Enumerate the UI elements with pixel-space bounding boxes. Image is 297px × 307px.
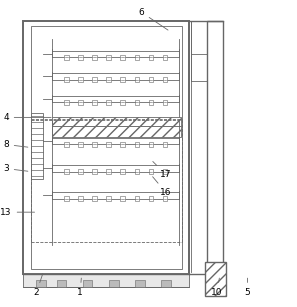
Bar	[106, 142, 111, 147]
Bar	[78, 77, 83, 82]
Bar	[92, 77, 97, 82]
Bar	[148, 169, 153, 174]
Bar	[109, 280, 119, 287]
Bar	[31, 113, 42, 179]
Text: 16: 16	[153, 177, 172, 197]
Bar	[121, 142, 125, 147]
Bar	[163, 55, 167, 60]
Text: 2: 2	[34, 274, 43, 297]
Bar	[135, 100, 139, 105]
Bar	[121, 169, 125, 174]
Bar	[92, 100, 97, 105]
Bar	[205, 262, 226, 297]
Bar	[135, 169, 139, 174]
Bar	[163, 100, 167, 105]
Bar	[106, 100, 111, 105]
Bar	[56, 280, 66, 287]
Bar	[64, 55, 69, 60]
Bar	[92, 196, 97, 201]
Bar	[106, 169, 111, 174]
Bar	[64, 77, 69, 82]
Bar	[163, 196, 167, 201]
Bar	[23, 273, 189, 287]
Bar	[148, 100, 153, 105]
Bar	[148, 55, 153, 60]
Text: 6: 6	[138, 8, 168, 30]
Text: 17: 17	[153, 161, 172, 179]
Bar	[31, 26, 182, 269]
Bar	[23, 21, 189, 274]
Bar	[163, 142, 167, 147]
Bar	[135, 142, 139, 147]
Bar	[163, 77, 167, 82]
Bar	[148, 77, 153, 82]
Bar	[92, 55, 97, 60]
Text: 8: 8	[3, 140, 28, 149]
Bar	[53, 117, 181, 126]
Bar	[53, 126, 181, 137]
Text: 5: 5	[245, 278, 250, 297]
Bar	[121, 55, 125, 60]
Bar	[78, 142, 83, 147]
Bar	[163, 169, 167, 174]
Bar	[92, 169, 97, 174]
Bar	[207, 21, 223, 274]
Text: 10: 10	[211, 278, 223, 297]
Bar	[106, 196, 111, 201]
Bar	[106, 55, 111, 60]
Text: 4: 4	[3, 113, 51, 122]
Bar	[36, 280, 46, 287]
Bar	[92, 142, 97, 147]
Bar	[161, 280, 171, 287]
Bar	[106, 77, 111, 82]
Bar	[64, 100, 69, 105]
Bar	[64, 142, 69, 147]
Bar	[148, 196, 153, 201]
Bar	[78, 196, 83, 201]
Bar	[121, 100, 125, 105]
Bar	[135, 280, 145, 287]
Bar	[64, 169, 69, 174]
Bar	[148, 142, 153, 147]
Text: 3: 3	[3, 164, 28, 173]
Bar	[121, 196, 125, 201]
Bar	[78, 55, 83, 60]
Bar	[135, 196, 139, 201]
Bar	[64, 196, 69, 201]
Text: 1: 1	[77, 278, 83, 297]
Bar	[135, 55, 139, 60]
Bar	[78, 100, 83, 105]
Text: 13: 13	[0, 208, 34, 217]
Bar	[83, 280, 92, 287]
Bar	[121, 77, 125, 82]
Bar	[78, 169, 83, 174]
Bar	[135, 77, 139, 82]
